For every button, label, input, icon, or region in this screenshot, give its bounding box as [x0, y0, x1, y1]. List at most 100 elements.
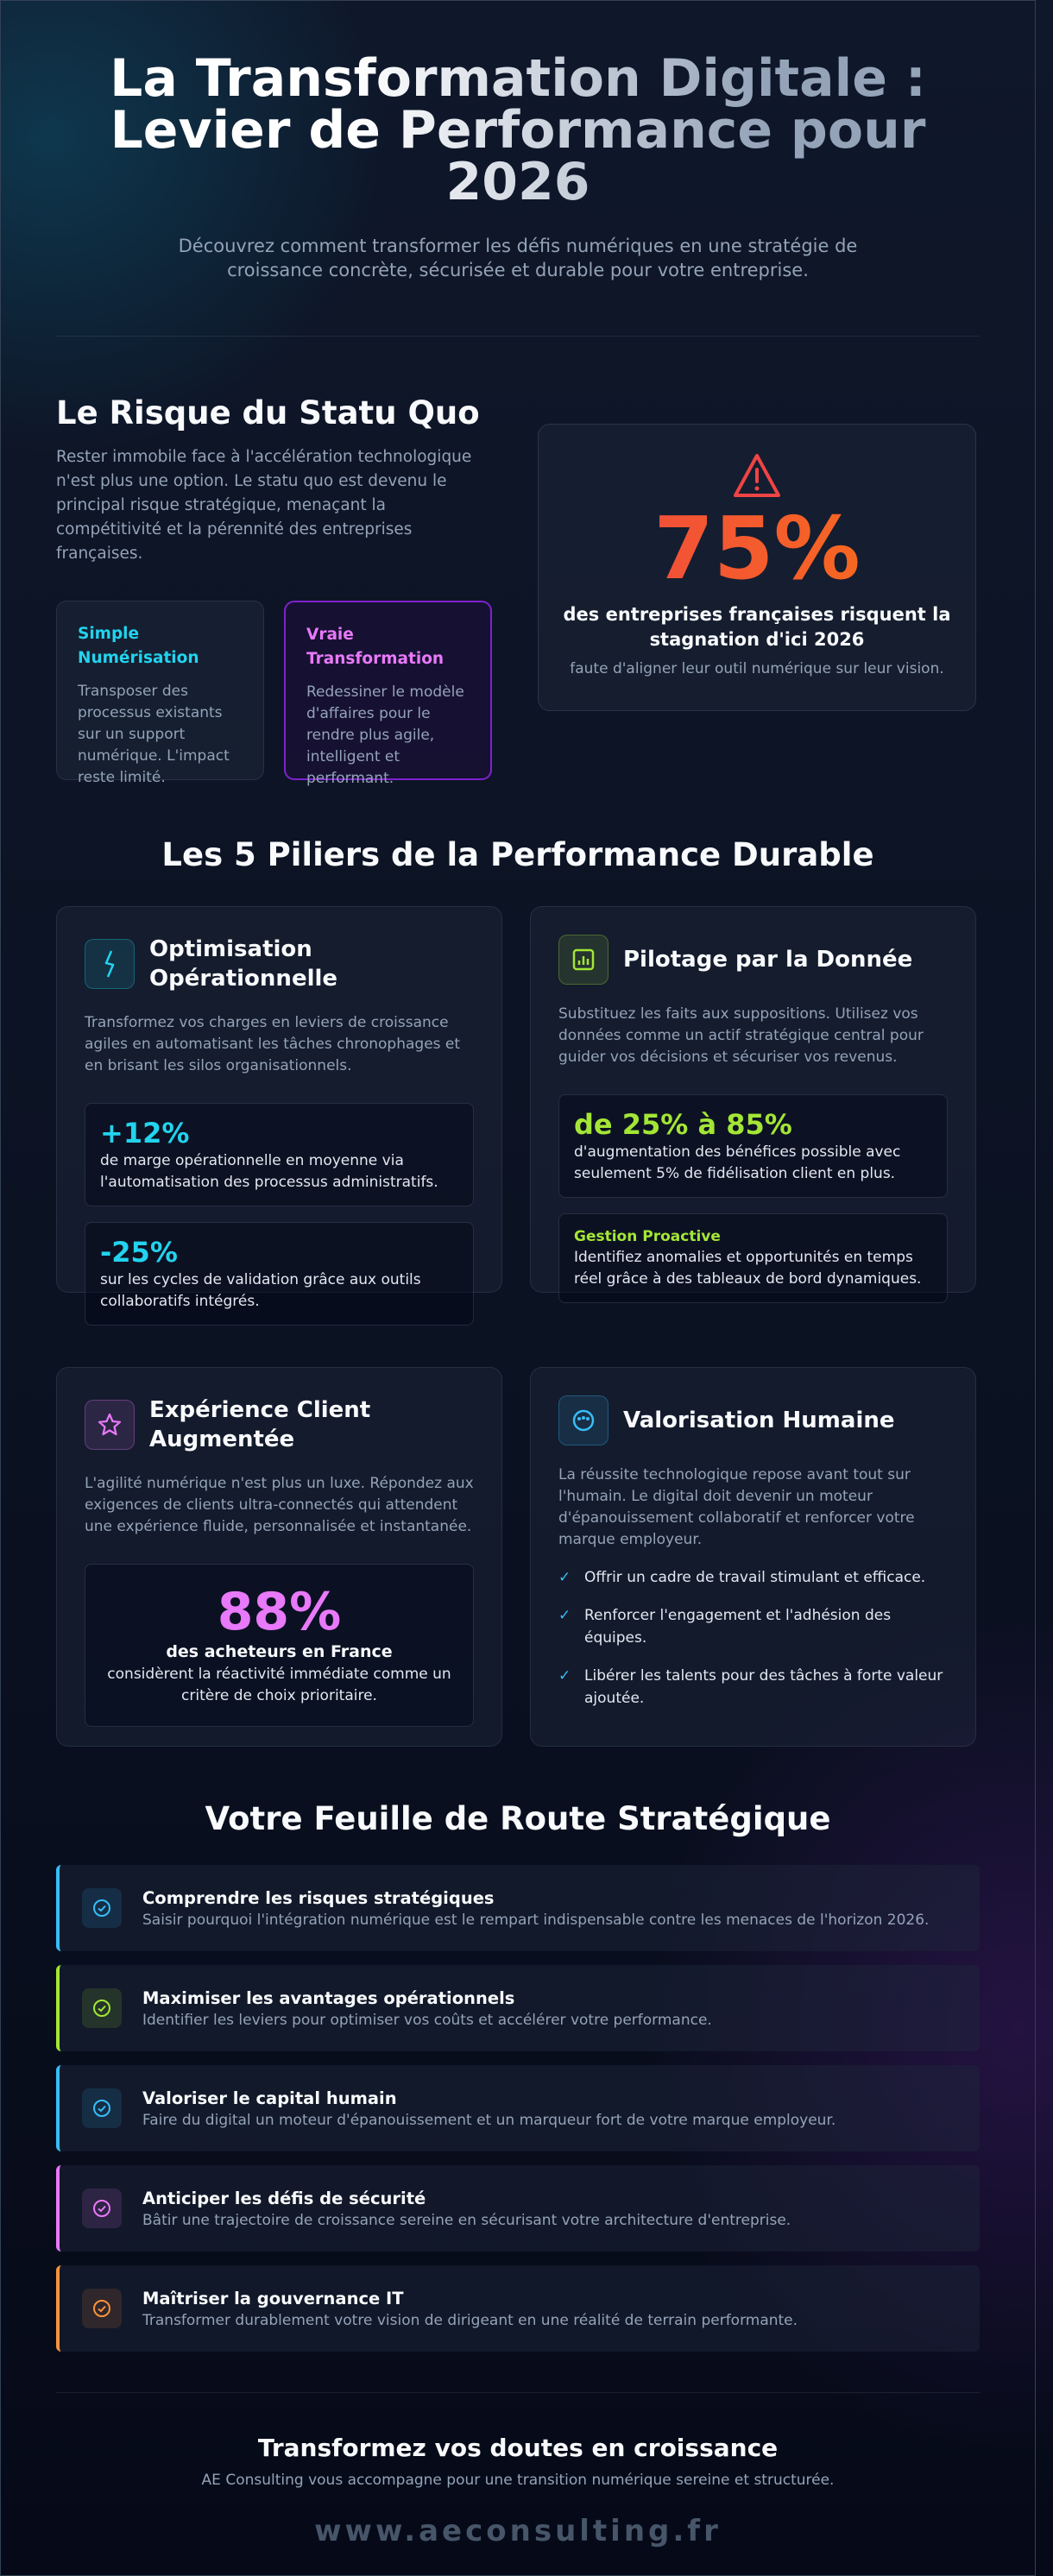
step-text: Faire du digital un moteur d'épanouissem…	[142, 2111, 836, 2129]
check-circle	[93, 1899, 110, 1917]
step-icon	[82, 2189, 122, 2228]
step-icon	[82, 2289, 122, 2328]
step-title: Valoriser le capital humain	[142, 2088, 397, 2108]
subtitle: Découvrez comment transformer les défis …	[178, 236, 858, 280]
step-title: Comprendre les risques stratégiques	[142, 1887, 495, 1908]
step-title: Anticiper les défis de sécurité	[142, 2188, 426, 2208]
icon	[98, 1413, 122, 1436]
highlight-text: Identifiez anomalies et opportunités en …	[574, 1249, 922, 1288]
list-item: ✓ Renforcer l'engagement et l'adhésion de…	[558, 1604, 948, 1649]
stat-value: +12%	[100, 1117, 190, 1149]
check-circle	[93, 2100, 110, 2117]
roadmap-step: Maximiser les avantages opérationnels Ide…	[56, 1965, 980, 2051]
stat-text: considèrent la réactivité immédiate comm…	[107, 1666, 451, 1704]
pillar-icon	[558, 1395, 608, 1445]
risk-left: Le Risque du Statu Quo Rester immobile f…	[56, 394, 492, 787]
card-title: Simple Numérisation	[78, 625, 199, 667]
step-body: Maximiser les avantages opérationnels Ide…	[142, 1987, 712, 2031]
stat-box: de 25% à 85% d'augmentation des bénéfice…	[558, 1094, 948, 1198]
stat-box: -25% sur les cycles de validation grâce …	[85, 1222, 474, 1326]
step-body: Anticiper les défis de sécurité Bâtir une…	[142, 2187, 791, 2231]
pillar-card: Pilotage par la Donnée Substituez les fa…	[530, 906, 976, 1303]
list-text: Renforcer l'engagement et l'adhésion des…	[584, 1607, 892, 1647]
icon	[572, 948, 595, 971]
stat-box: +12% de marge opérationnelle en moyenne …	[85, 1103, 474, 1206]
footer-url: www.aeconsulting.fr	[314, 2514, 722, 2548]
step-text: Bâtir une trajectoire de croissance sere…	[142, 2211, 791, 2229]
benefit-list: ✓ Offrir un cadre de travail stimulant et…	[558, 1566, 948, 1710]
highlight-title: Gestion Proactive	[574, 1228, 721, 1245]
compare-card: Vraie Transformation Redessiner le modèl…	[284, 601, 492, 787]
section-title: Le Risque du Statu Quo	[56, 394, 480, 431]
roadmap-step: Maîtriser la gouvernance IT Transformer d…	[56, 2265, 980, 2352]
pillar-header: Valorisation Humaine	[558, 1395, 948, 1445]
stat-text: sur les cycles de validation grâce aux o…	[100, 1271, 421, 1310]
list-text: Offrir un cadre de travail stimulant et …	[584, 1569, 926, 1586]
section-title: Les 5 Piliers de la Performance Durable	[161, 836, 874, 873]
list-text: Libérer les talents pour des tâches à fo…	[584, 1667, 943, 1707]
stat-value: -25%	[100, 1236, 178, 1269]
step-title: Maîtriser la gouvernance IT	[142, 2288, 404, 2308]
step-text: Saisir pourquoi l'intégration numérique …	[142, 1911, 930, 1929]
pillar-header: Pilotage par la Donnée	[558, 935, 948, 985]
highlight-box: Gestion Proactive Identifiez anomalies e…	[558, 1213, 948, 1303]
pillar-card: Expérience Client Augmentée L'agilité nu…	[56, 1367, 502, 1747]
section-title: Votre Feuille de Route Stratégique	[205, 1800, 831, 1837]
step-icon	[82, 2088, 122, 2128]
step-text: Transformer durablement votre vision de …	[142, 2311, 798, 2329]
check-circle	[93, 2300, 110, 2317]
pillar-title: Pilotage par la Donnée	[623, 947, 913, 973]
card-text: Redessiner le modèle d'affaires pour le …	[306, 683, 464, 787]
pillar-icon	[85, 1400, 135, 1450]
stat-box: 88% des acheteurs en France considèrent …	[85, 1564, 474, 1727]
pillar-card: Optimisation Opérationnelle Transformez …	[56, 906, 502, 1326]
roadmap-step: Comprendre les risques stratégiques Saisi…	[56, 1865, 980, 1951]
roadmap-step: Valoriser le capital humain Faire du digi…	[56, 2065, 980, 2151]
risk-text: Rester immobile face à l'accélération te…	[56, 448, 472, 563]
title: La Transformation Digitale : Levier de P…	[104, 53, 932, 208]
step-text: Identifier les leviers pour optimiser vo…	[142, 2011, 712, 2029]
pillar-text: Transformez vos charges en leviers de cr…	[85, 1014, 461, 1074]
stat-note: faute d'aligner leur outil numérique sur…	[570, 660, 944, 677]
footer-title: Transformez vos doutes en croissance	[257, 2434, 779, 2462]
stat-value: 75%	[539, 502, 975, 595]
list-item: ✓ Libérer les talents pour des tâches à f…	[558, 1665, 948, 1710]
step-body: Valoriser le capital humain Faire du digi…	[142, 2087, 835, 2131]
pillar-card: Valorisation Humaine La réussite technol…	[530, 1367, 976, 1747]
roadmap-steps: Comprendre les risques stratégiques Saisi…	[56, 1865, 980, 2352]
pillar-title: Expérience Client Augmentée	[149, 1397, 371, 1452]
pillar-icon	[85, 939, 135, 989]
step-body: Maîtriser la gouvernance IT Transformer d…	[142, 2287, 798, 2331]
pillar-icon	[558, 935, 608, 985]
step-icon	[82, 1988, 122, 2028]
pillar-header: Expérience Client Augmentée	[85, 1395, 474, 1454]
stat-value: de 25% à 85%	[574, 1108, 792, 1141]
stat-text: d'augmentation des bénéfices possible av…	[574, 1143, 901, 1182]
card-text: Transposer des processus existants sur u…	[78, 683, 230, 786]
card-title: Vraie Transformation	[306, 626, 445, 668]
footer-text: AE Consulting vous accompagne pour une t…	[201, 2472, 835, 2489]
check-icon: ✓	[558, 1569, 571, 1586]
stat-text: de marge opérationnelle en moyenne via l…	[100, 1152, 438, 1191]
step-body: Comprendre les risques stratégiques Saisi…	[142, 1886, 929, 1930]
pillar-text: L'agilité numérique n'est plus un luxe. …	[85, 1475, 474, 1535]
pillars-grid: Optimisation Opérationnelle Transformez …	[56, 906, 980, 1747]
pillar-text: Substituez les faits aux suppositions. U…	[558, 1005, 924, 1066]
footer: Transformez vos doutes en croissance AE …	[56, 2433, 980, 2550]
warning-icon	[734, 454, 780, 497]
step-icon	[82, 1888, 122, 1928]
pillar-title: Valorisation Humaine	[623, 1408, 895, 1433]
compare-card: Simple Numérisation Transposer des proce…	[56, 601, 264, 786]
risk-section: Le Risque du Statu Quo Rester immobile f…	[56, 394, 980, 787]
check-icon: ✓	[558, 1607, 571, 1624]
icon	[572, 1409, 595, 1432]
step-title: Maximiser les avantages opérationnels	[142, 1987, 515, 2008]
check-icon: ✓	[558, 1667, 571, 1685]
check-circle	[93, 2000, 110, 2017]
roadmap-step: Anticiper les défis de sécurité Bâtir une…	[56, 2165, 980, 2252]
pillar-header: Optimisation Opérationnelle	[85, 935, 474, 993]
pillar-text: La réussite technologique repose avant t…	[558, 1466, 915, 1548]
